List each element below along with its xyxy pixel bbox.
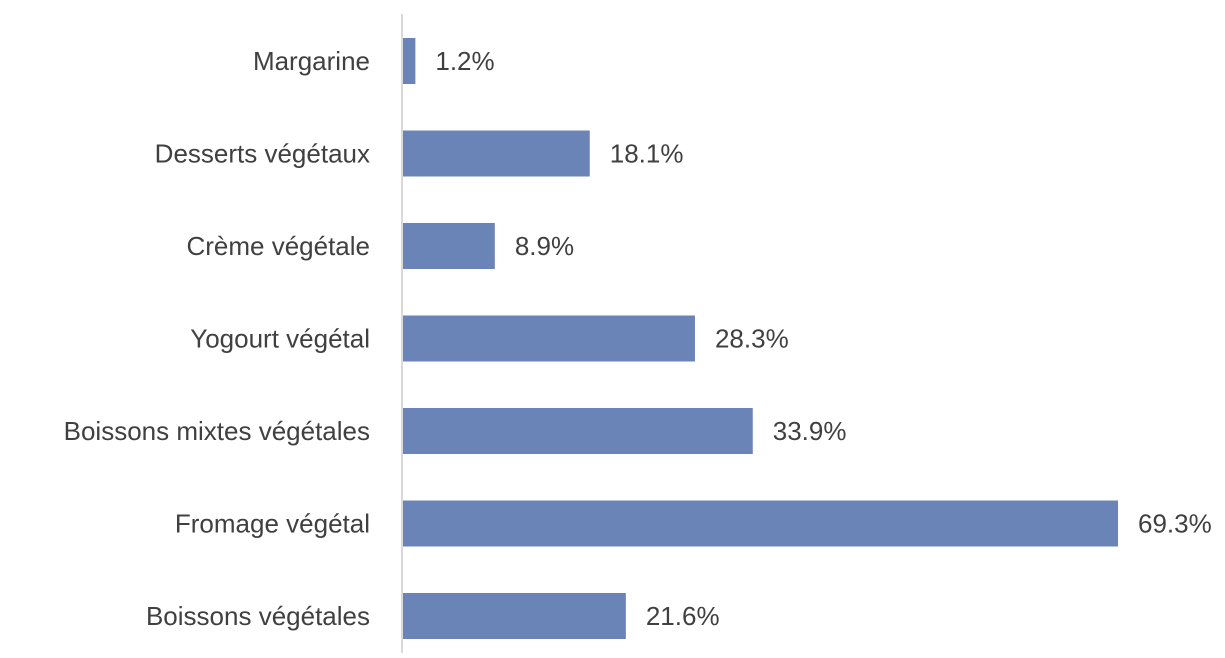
data-label-5: 69.3% <box>1138 509 1212 539</box>
bars-layer <box>403 38 1118 639</box>
category-label-0: Margarine <box>253 46 370 76</box>
bar-3 <box>403 315 695 362</box>
category-label-4: Boissons mixtes végétales <box>64 416 370 446</box>
data-labels-layer: 1.2% 18.1% 8.9% 28.3% 33.9% 69.3% 21.6% <box>435 46 1211 631</box>
bar-4 <box>403 408 753 454</box>
category-label-6: Boissons végétales <box>146 601 370 631</box>
bar-2 <box>403 223 495 269</box>
category-labels-layer: Margarine Desserts végétaux Crème végétale… <box>64 46 370 631</box>
data-label-2: 8.9% <box>515 231 574 261</box>
data-label-0: 1.2% <box>435 46 494 76</box>
category-label-1: Desserts végétaux <box>155 139 370 169</box>
data-label-3: 28.3% <box>715 324 789 354</box>
data-label-1: 18.1% <box>610 139 684 169</box>
data-label-6: 21.6% <box>646 601 720 631</box>
bar-1 <box>403 130 590 177</box>
category-label-3: Yogourt végétal <box>190 324 370 354</box>
category-label-5: Fromage végétal <box>175 509 370 539</box>
bar-0 <box>403 38 416 84</box>
bar-6 <box>403 593 626 639</box>
bar-5 <box>403 500 1118 547</box>
data-label-4: 33.9% <box>773 416 847 446</box>
category-label-2: Crème végétale <box>186 231 370 261</box>
